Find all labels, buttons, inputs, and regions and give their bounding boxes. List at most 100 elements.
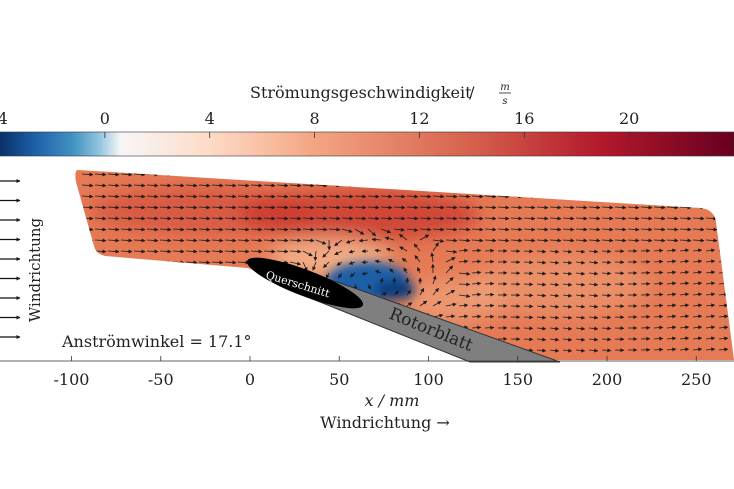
velocity-vector <box>549 238 562 243</box>
velocity-vector <box>705 314 716 319</box>
velocity-vector <box>497 183 510 188</box>
x-tick-label: 150 <box>502 370 533 389</box>
velocity-vector <box>413 243 421 252</box>
velocity-vector <box>523 337 534 342</box>
velocity-vector <box>146 260 159 265</box>
velocity-vector <box>523 260 534 265</box>
velocity-vector <box>536 249 547 254</box>
velocity-vector <box>458 271 471 276</box>
velocity-vector <box>692 281 703 286</box>
velocity-vector <box>601 326 612 331</box>
velocity-vector <box>588 205 601 210</box>
velocity-vector <box>341 338 354 343</box>
velocity-vector <box>536 304 547 309</box>
velocity-vector <box>692 347 703 352</box>
velocity-vector <box>341 172 354 177</box>
velocity-vector <box>718 172 731 177</box>
velocity-vector <box>692 336 703 341</box>
velocity-vector <box>315 172 328 177</box>
velocity-vector <box>146 315 159 320</box>
velocity-vector <box>289 326 302 331</box>
velocity-vector <box>289 261 302 266</box>
velocity-vector <box>120 227 133 232</box>
velocity-vector <box>302 337 313 342</box>
velocity-vector <box>380 183 393 188</box>
velocity-vector <box>419 300 428 307</box>
velocity-vector <box>380 205 393 210</box>
velocity-vector <box>398 233 408 241</box>
velocity-vector <box>445 289 456 296</box>
velocity-vector <box>679 248 690 253</box>
velocity-vector <box>263 348 276 353</box>
velocity-vector <box>666 238 679 243</box>
velocity-vector <box>211 271 224 276</box>
velocity-vector <box>445 216 458 221</box>
velocity-vector <box>81 293 94 298</box>
velocity-vector <box>302 261 308 272</box>
velocity-vector <box>289 216 302 221</box>
velocity-vector <box>666 303 677 308</box>
velocity-vectors <box>81 172 731 353</box>
velocity-vector <box>224 260 237 265</box>
velocity-vector <box>107 183 120 188</box>
velocity-vector <box>263 249 276 254</box>
velocity-vector <box>133 271 146 276</box>
velocity-vector <box>302 326 313 331</box>
velocity-vector <box>198 205 211 210</box>
velocity-vector <box>120 293 133 298</box>
velocity-vector <box>198 238 211 243</box>
velocity-vector <box>172 227 185 232</box>
velocity-vector <box>263 172 276 177</box>
velocity-vector <box>198 249 211 254</box>
velocity-vector <box>384 236 395 241</box>
velocity-vector <box>601 216 614 221</box>
velocity-vector <box>172 315 185 320</box>
velocity-vector <box>146 249 159 254</box>
velocity-vector <box>185 271 198 276</box>
colorbar-label: Strömungsgeschwindigkeit <box>250 83 472 102</box>
velocity-vector <box>237 271 250 276</box>
velocity-vector <box>159 315 172 320</box>
velocity-vector <box>120 249 133 254</box>
velocity-vector <box>445 314 456 319</box>
velocity-vector <box>588 227 601 232</box>
velocity-vector <box>666 259 677 264</box>
velocity-vector <box>484 281 495 286</box>
velocity-vector <box>133 172 146 177</box>
velocity-vector <box>120 194 133 199</box>
velocity-vector <box>276 216 289 221</box>
velocity-vector <box>133 315 146 320</box>
velocity-vector <box>718 336 729 341</box>
velocity-vector <box>107 194 120 199</box>
velocity-vector <box>302 250 313 257</box>
velocity-vector <box>679 347 690 352</box>
velocity-vector <box>575 260 586 265</box>
velocity-vector <box>94 205 107 210</box>
velocity-vector <box>484 325 495 330</box>
velocity-vector <box>211 216 224 221</box>
velocity-vector <box>237 194 250 199</box>
velocity-vector <box>159 194 172 199</box>
velocity-vector <box>679 303 690 308</box>
velocity-vector <box>705 238 718 243</box>
velocity-vector <box>445 277 454 285</box>
velocity-vector <box>393 172 406 177</box>
velocity-vector <box>211 249 224 254</box>
velocity-vector <box>718 248 729 253</box>
velocity-vector <box>445 238 458 243</box>
velocity-vector <box>336 261 343 266</box>
velocity-vector <box>263 205 276 210</box>
colorbar-tick-label: 4 <box>205 109 215 128</box>
velocity-vector <box>146 282 159 287</box>
velocity-vector <box>211 293 224 298</box>
velocity-vector <box>146 326 159 331</box>
velocity-vector <box>393 290 399 296</box>
velocity-vector <box>718 238 731 243</box>
velocity-vector <box>406 227 419 232</box>
velocity-vector <box>276 326 289 331</box>
velocity-vector <box>367 326 378 331</box>
velocity-vector <box>601 315 612 320</box>
velocity-vector <box>471 281 482 286</box>
velocity-vector <box>263 282 276 287</box>
